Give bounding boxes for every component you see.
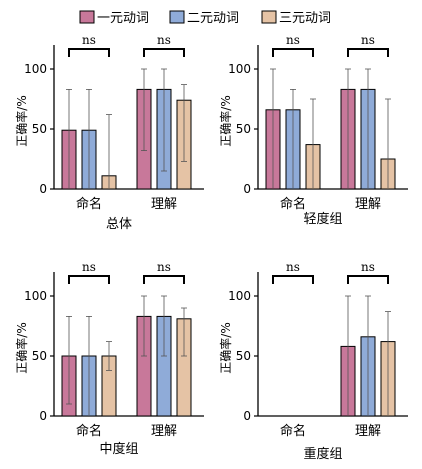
significance-bracket [143, 275, 185, 284]
y-axis-label: 正确率/% [14, 95, 29, 146]
y-axis-label: 正确率/% [218, 95, 233, 146]
y-tick-label: 0 [243, 409, 251, 423]
y-tick-label: 100 [24, 289, 47, 303]
legend-label-1: 一元动词 [97, 11, 149, 26]
x-tick-label: 命名 [76, 423, 102, 439]
significance-label: ns [361, 33, 375, 47]
legend-swatch-2 [169, 10, 185, 24]
significance-label: ns [286, 33, 300, 47]
chart-panel-3: 0 50 100 正确率/% 命名 ns 理解 ns 中度组 [14, 260, 204, 457]
y-axis-label: 正确率/% [218, 322, 233, 373]
y-tick-label: 50 [32, 122, 47, 136]
x-tick-label: 命名 [76, 196, 102, 212]
y-tick-label: 0 [39, 409, 47, 423]
y-tick-label: 0 [243, 182, 251, 196]
y-tick-label: 100 [228, 289, 251, 303]
significance-bracket [272, 275, 314, 284]
significance-bracket [68, 275, 110, 284]
chart-panels: 0 50 100 正确率/% 命名 ns 理解 ns 总体 0 50 100 正确率/% 命名 ns 理解 ns… [14, 33, 408, 462]
x-tick-label: 命名 [280, 423, 306, 439]
significance-label: ns [82, 260, 96, 274]
y-tick-label: 100 [24, 62, 47, 76]
x-tick-label: 理解 [355, 424, 381, 439]
x-tick-label: 命名 [280, 196, 306, 212]
significance-label: ns [286, 260, 300, 274]
chart-panel-4: 0 50 100 正确率/% 命名 ns 理解 ns 重度组 [218, 260, 408, 462]
significance-label: ns [361, 260, 375, 274]
chart-legend: 一元动词 二元动词 三元动词 [79, 10, 331, 26]
x-tick-label: 理解 [151, 424, 177, 439]
significance-label: ns [82, 33, 96, 47]
legend-label-3: 三元动词 [279, 11, 331, 26]
chart-panel-1: 0 50 100 正确率/% 命名 ns 理解 ns 总体 [14, 33, 204, 232]
x-tick-label: 理解 [355, 197, 381, 212]
y-tick-label: 50 [236, 349, 251, 363]
panel-title: 重度组 [303, 446, 342, 462]
y-tick-label: 100 [228, 62, 251, 76]
significance-label: ns [157, 33, 171, 47]
significance-bracket [347, 48, 389, 57]
legend-label-2: 二元动词 [187, 11, 239, 26]
legend-swatch-1 [79, 10, 95, 24]
panel-title: 中度组 [99, 441, 138, 457]
panel-title: 总体 [106, 217, 132, 232]
y-tick-label: 0 [39, 182, 47, 196]
y-tick-label: 50 [32, 349, 47, 363]
significance-bracket [68, 48, 110, 57]
panel-title: 轻度组 [303, 211, 342, 227]
chart-panel-2: 0 50 100 正确率/% 命名 ns 理解 ns 轻度组 [218, 33, 408, 227]
significance-bracket [272, 48, 314, 57]
legend-swatch-3 [261, 10, 277, 24]
significance-label: ns [157, 260, 171, 274]
y-tick-label: 50 [236, 122, 251, 136]
y-axis-label: 正确率/% [14, 322, 29, 373]
x-tick-label: 理解 [151, 197, 177, 212]
significance-bracket [347, 275, 389, 284]
significance-bracket [143, 48, 185, 57]
